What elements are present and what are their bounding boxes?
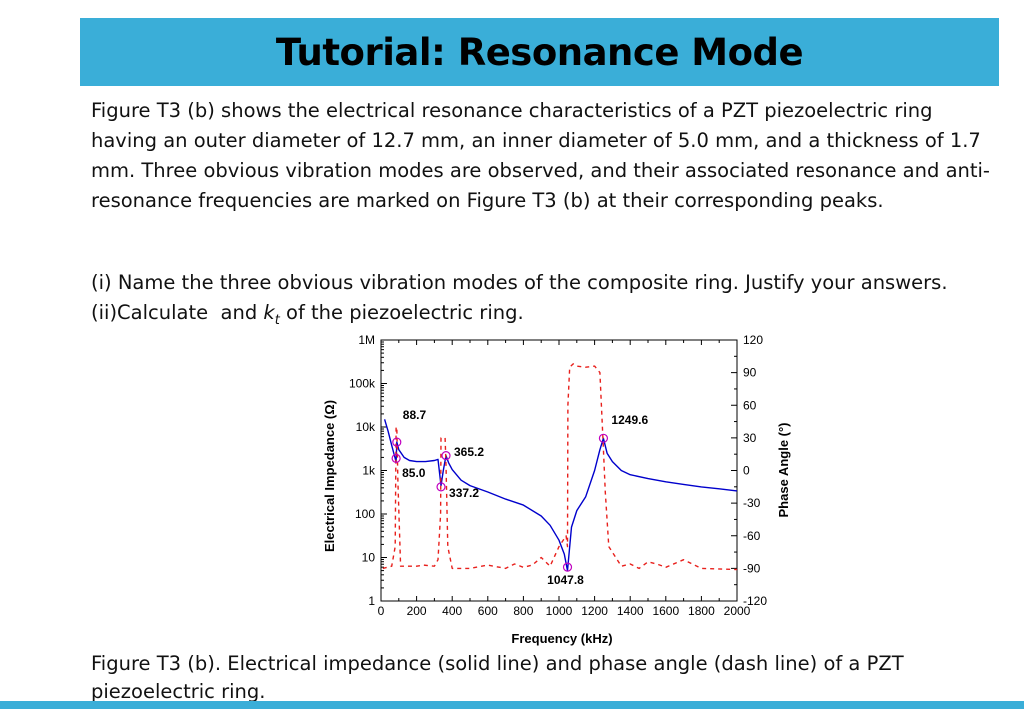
peak-marker bbox=[598, 433, 609, 443]
y-right-tick-label: -120 bbox=[743, 594, 767, 608]
y-right-tick-label: 30 bbox=[743, 431, 757, 445]
x-tick-label: 400 bbox=[442, 604, 462, 618]
y-right-tick-label: 120 bbox=[743, 333, 763, 347]
bottom-accent-bar bbox=[0, 701, 1024, 709]
peak-marker bbox=[391, 453, 401, 463]
peak-label: 365.2 bbox=[454, 445, 484, 459]
peak-marker bbox=[562, 562, 573, 572]
question-2: (ii)Calculate and kt of the piezoelectri… bbox=[91, 298, 991, 336]
marker-layer bbox=[391, 433, 609, 572]
x-tick-label: 200 bbox=[407, 604, 427, 618]
question-2-prefix: (ii)Calculate and bbox=[91, 301, 264, 324]
slide-title: Tutorial: Resonance Mode bbox=[275, 30, 804, 74]
series-layer bbox=[382, 363, 738, 572]
phase-angle-line bbox=[382, 363, 738, 571]
kt-subscript: t bbox=[274, 312, 280, 328]
plot-frame bbox=[380, 339, 738, 602]
peak-label: 337.2 bbox=[449, 486, 479, 500]
peak-label: 1249.6 bbox=[611, 413, 648, 427]
y-right-tick-label: -30 bbox=[743, 496, 761, 510]
x-tick-label: 800 bbox=[513, 604, 533, 618]
y-left-tick-label: 1k bbox=[362, 464, 376, 478]
kt-symbol: k bbox=[263, 301, 275, 324]
y-left-tick-label: 100 bbox=[355, 507, 375, 521]
figure-caption: Figure T3 (b). Electrical impedance (sol… bbox=[91, 652, 904, 703]
y-axis-left-title: Electrical Impedance (Ω) bbox=[322, 400, 337, 552]
y-left-tick-label: 1M bbox=[358, 333, 375, 347]
y-right-tick-label: 60 bbox=[743, 398, 757, 412]
y-axis-right-title: Phase Angle (°) bbox=[776, 422, 791, 517]
impedance-line bbox=[383, 419, 738, 572]
x-tick-label: 1600 bbox=[652, 604, 679, 618]
y-right-tick-label: 0 bbox=[743, 464, 750, 478]
annotation-layer: 88.7 85.0 365.2 337.2 1047.8 1249.6 bbox=[402, 408, 648, 587]
x-tick-label: 2000 bbox=[724, 604, 751, 618]
x-tick-label: 1000 bbox=[546, 604, 573, 618]
title-bar: Tutorial: Resonance Mode bbox=[80, 18, 999, 86]
peak-label: 1047.8 bbox=[547, 573, 584, 587]
peak-marker bbox=[436, 482, 446, 492]
y-axis-left: 1 10 100 1k 10k 100k 1M bbox=[349, 333, 387, 608]
x-tick-label: 0 bbox=[378, 604, 385, 618]
peak-label: 85.0 bbox=[402, 466, 426, 480]
x-axis-title: Frequency (kHz) bbox=[511, 631, 612, 646]
y-right-tick-label: -60 bbox=[743, 529, 761, 543]
y-right-tick-label: -90 bbox=[743, 561, 761, 575]
peak-marker bbox=[441, 451, 451, 461]
intro-paragraph: Figure T3 (b) shows the electrical reson… bbox=[91, 99, 990, 212]
y-right-tick-label: 90 bbox=[743, 366, 757, 380]
plot-border bbox=[380, 339, 738, 602]
peak-marker bbox=[392, 437, 402, 447]
peak-label: 88.7 bbox=[403, 408, 427, 422]
x-tick-label: 1400 bbox=[617, 604, 644, 618]
y-left-tick-label: 10k bbox=[356, 420, 376, 434]
y-left-tick-label: 10 bbox=[362, 551, 376, 565]
y-axis-right: -120 -90 -60 -30 0 30 60 90 120 bbox=[731, 333, 767, 608]
question-2-suffix: of the piezoelectric ring. bbox=[279, 301, 524, 324]
x-axis: 0 200 400 600 800 1000 1200 1400 1600 1800 2000 bbox=[378, 340, 751, 618]
x-tick-label: 1800 bbox=[688, 604, 715, 618]
y-left-tick-label: 100k bbox=[349, 377, 376, 391]
question-1: (i) Name the three obvious vibration mod… bbox=[91, 271, 948, 294]
y-left-tick-label: 1 bbox=[368, 594, 375, 608]
x-tick-label: 1200 bbox=[581, 604, 608, 618]
x-tick-label: 600 bbox=[478, 604, 498, 618]
